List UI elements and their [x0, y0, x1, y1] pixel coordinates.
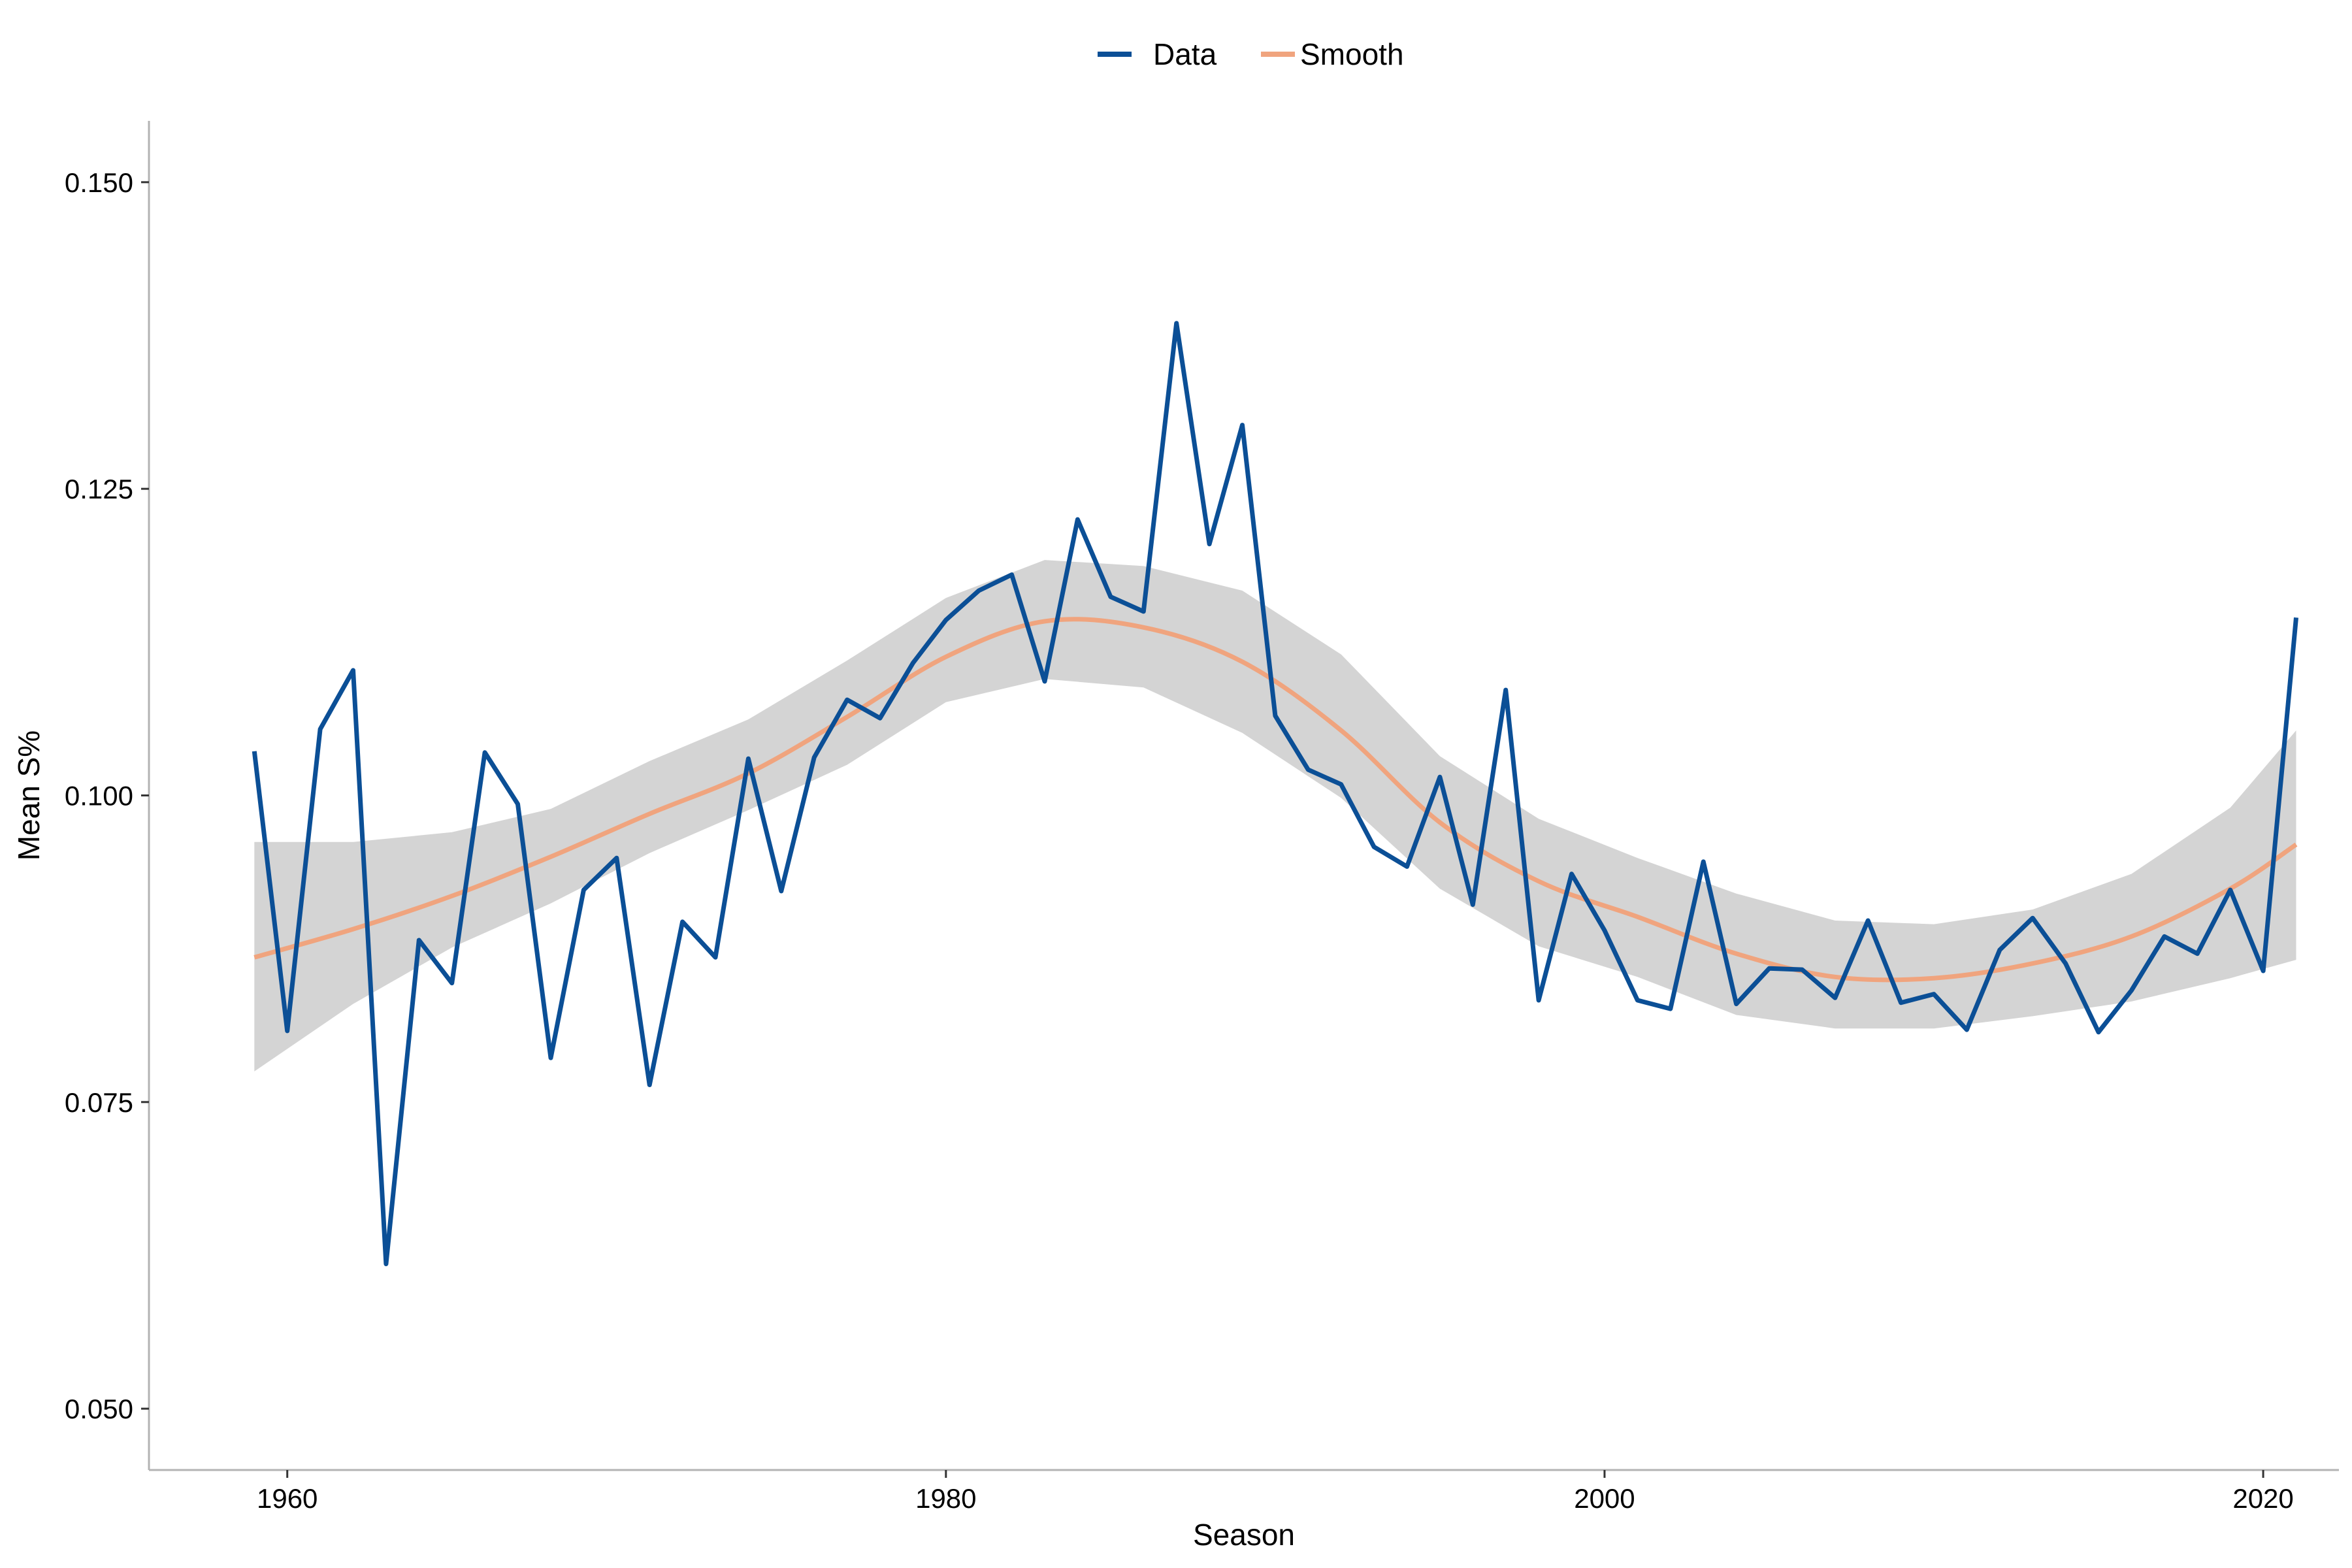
y-axis-title: Mean S% — [12, 730, 46, 860]
x-tick-label: 2020 — [2232, 1483, 2293, 1514]
tick-layer: 0.050 0.075 0.100 0.125 0.150 1960 1980 2000 202… — [65, 167, 2294, 1514]
y-tick-label: 0.075 — [65, 1087, 133, 1118]
legend-label-smooth: Smooth — [1300, 37, 1404, 71]
x-tick-label: 1980 — [915, 1483, 976, 1514]
y-tick-label: 0.125 — [65, 474, 133, 504]
x-axis-title: Season — [1193, 1518, 1295, 1552]
y-tick-label: 0.150 — [65, 167, 133, 198]
confidence-band-layer — [254, 560, 2296, 1071]
series-line-smooth — [253, 617, 2298, 983]
legend: Data Smooth — [1098, 37, 1404, 71]
y-tick-label: 0.050 — [65, 1394, 133, 1424]
series-line-layer — [252, 321, 2298, 1267]
y-tick-label: 0.100 — [65, 781, 133, 811]
x-tick-label: 1960 — [257, 1483, 318, 1514]
confidence-band — [254, 560, 2296, 1071]
x-tick-label: 2000 — [1574, 1483, 1635, 1514]
legend-label-data: Data — [1153, 37, 1217, 71]
series-line-data — [252, 321, 2298, 1267]
